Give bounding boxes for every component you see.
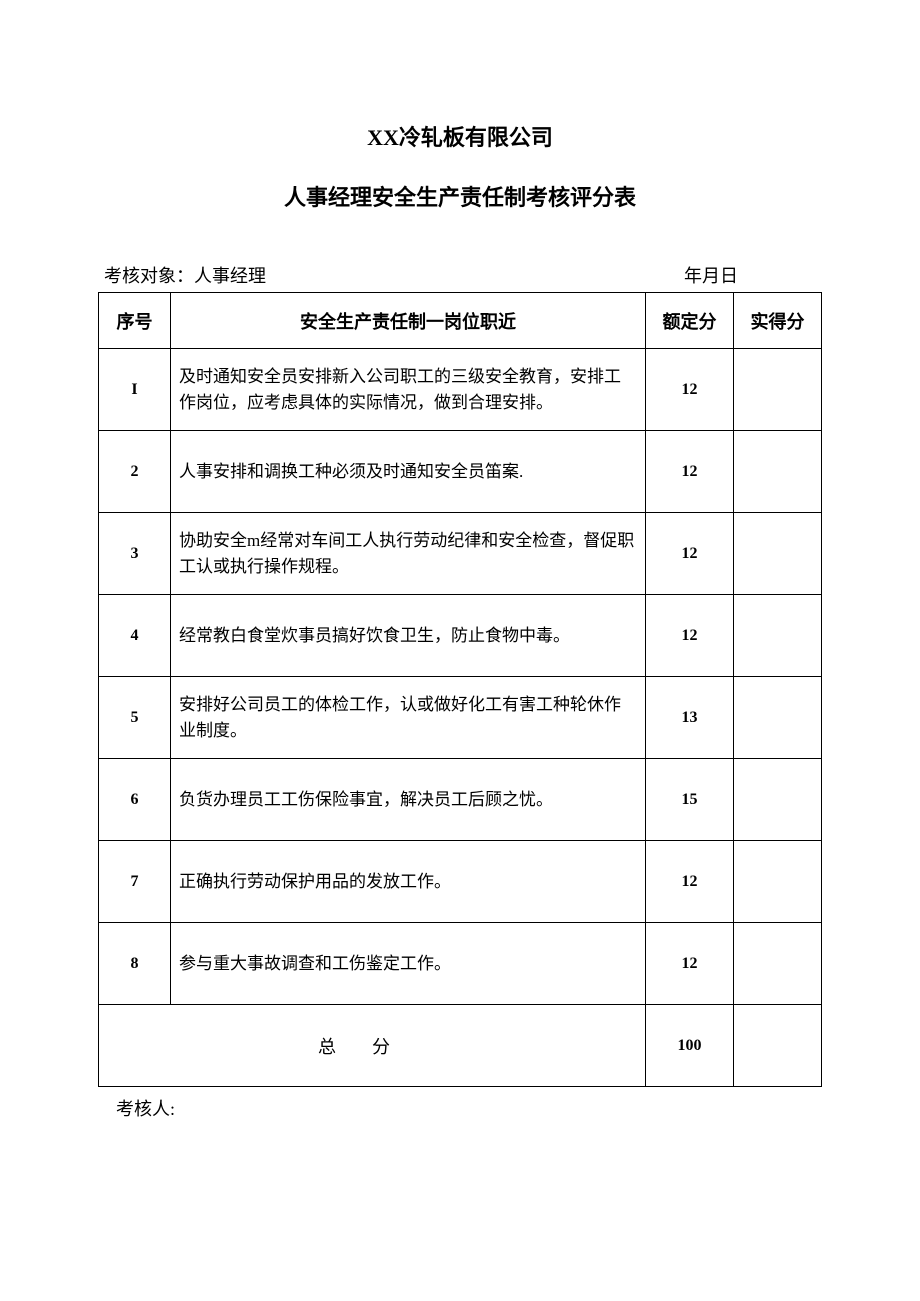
cell-actual — [734, 595, 822, 677]
cell-rated: 12 — [646, 595, 734, 677]
cell-seq: I — [99, 349, 171, 431]
cell-actual — [734, 677, 822, 759]
form-title: 人事经理安全生产责任制考核评分表 — [98, 180, 822, 212]
cell-desc: 人事安排和调换工种必须及时通知安全员笛案. — [171, 431, 646, 513]
table-total-row: 总分 100 — [99, 1005, 822, 1087]
cell-seq: 5 — [99, 677, 171, 759]
cell-rated: 12 — [646, 431, 734, 513]
cell-rated: 12 — [646, 349, 734, 431]
cell-actual — [734, 431, 822, 513]
table-row: 4 经常教白食堂炊事员搞好饮食卫生，防止食物中毒。 12 — [99, 595, 822, 677]
table-header-row: 序号 安全生产责任制一岗位职近 额定分 实得分 — [99, 293, 822, 349]
company-name: XX冷轧板有限公司 — [98, 120, 822, 152]
cell-seq: 8 — [99, 923, 171, 1005]
cell-desc: 参与重大事故调查和工伤鉴定工作。 — [171, 923, 646, 1005]
cell-rated: 13 — [646, 677, 734, 759]
cell-seq: 3 — [99, 513, 171, 595]
assessor-label: 考核人: — [98, 1095, 822, 1121]
cell-rated: 12 — [646, 841, 734, 923]
total-label: 总分 — [99, 1005, 646, 1087]
cell-desc: 正确执行劳动保护用品的发放工作。 — [171, 841, 646, 923]
cell-seq: 4 — [99, 595, 171, 677]
cell-rated: 12 — [646, 513, 734, 595]
table-row: 5 安排好公司员工的体检工作，认或做好化工有害工种轮休作业制度。 13 — [99, 677, 822, 759]
cell-desc: 负货办理员工工伤保险事宜，解决员工后顾之忧。 — [171, 759, 646, 841]
cell-rated: 15 — [646, 759, 734, 841]
cell-desc: 安排好公司员工的体检工作，认或做好化工有害工种轮休作业制度。 — [171, 677, 646, 759]
cell-actual — [734, 759, 822, 841]
meta-subject-label: 考核对象： — [104, 266, 194, 286]
cell-desc: 经常教白食堂炊事员搞好饮食卫生，防止食物中毒。 — [171, 595, 646, 677]
meta-subject: 考核对象：人事经理 — [102, 262, 266, 288]
cell-actual — [734, 349, 822, 431]
table-row: 7 正确执行劳动保护用品的发放工作。 12 — [99, 841, 822, 923]
col-header-rated: 额定分 — [646, 293, 734, 349]
meta-date: 年月日 — [684, 262, 818, 288]
cell-desc: 及时通知安全员安排新入公司职工的三级安全教育，安排工作岗位，应考虑具体的实际情况… — [171, 349, 646, 431]
col-header-desc: 安全生产责任制一岗位职近 — [171, 293, 646, 349]
cell-seq: 7 — [99, 841, 171, 923]
total-rated: 100 — [646, 1005, 734, 1087]
table-row: 2 人事安排和调换工种必须及时通知安全员笛案. 12 — [99, 431, 822, 513]
cell-seq: 6 — [99, 759, 171, 841]
table-row: 6 负货办理员工工伤保险事宜，解决员工后顾之忧。 15 — [99, 759, 822, 841]
table-row: 8 参与重大事故调查和工伤鉴定工作。 12 — [99, 923, 822, 1005]
col-header-seq: 序号 — [99, 293, 171, 349]
meta-subject-value: 人事经理 — [194, 266, 266, 286]
cell-actual — [734, 513, 822, 595]
assessment-table: 序号 安全生产责任制一岗位职近 额定分 实得分 I 及时通知安全员安排新入公司职… — [98, 292, 822, 1087]
table-row: 3 协助安全m经常对车间工人执行劳动纪律和安全检查，督促职工认或执行操作规程。 … — [99, 513, 822, 595]
total-actual — [734, 1005, 822, 1087]
cell-actual — [734, 923, 822, 1005]
table-row: I 及时通知安全员安排新入公司职工的三级安全教育，安排工作岗位，应考虑具体的实际… — [99, 349, 822, 431]
cell-actual — [734, 841, 822, 923]
cell-rated: 12 — [646, 923, 734, 1005]
cell-seq: 2 — [99, 431, 171, 513]
cell-desc: 协助安全m经常对车间工人执行劳动纪律和安全检查，督促职工认或执行操作规程。 — [171, 513, 646, 595]
meta-row: 考核对象：人事经理 年月日 — [98, 262, 822, 288]
col-header-actual: 实得分 — [734, 293, 822, 349]
